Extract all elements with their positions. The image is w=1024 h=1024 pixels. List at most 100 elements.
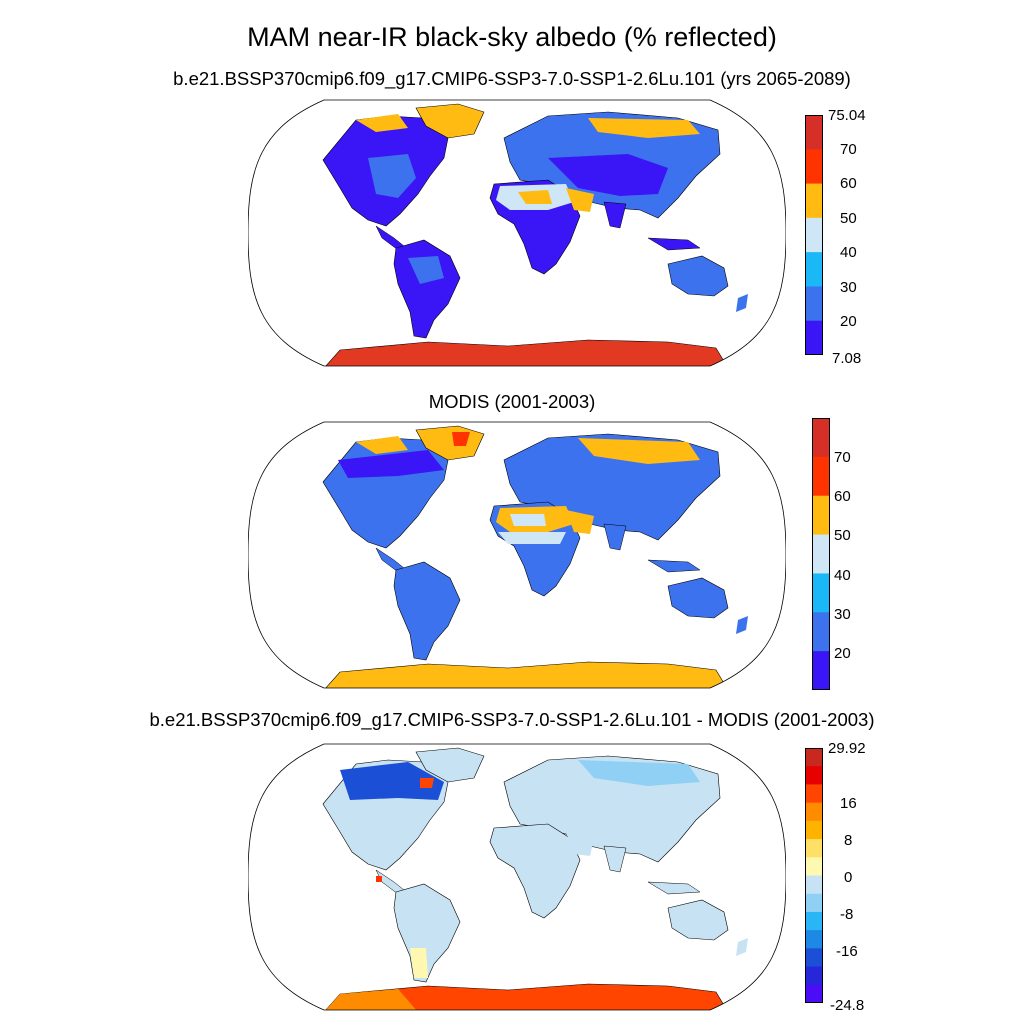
colorbar-1-segment xyxy=(805,320,823,355)
cb3-label-8: 8 xyxy=(844,832,853,849)
colorbar-3-segment xyxy=(805,984,823,1003)
model-albedo-map xyxy=(248,99,786,367)
cb2-label-70: 70 xyxy=(834,449,851,466)
greenland xyxy=(415,103,485,139)
india xyxy=(603,845,627,873)
cb1-label-70: 70 xyxy=(840,141,857,158)
colorbar-1-segment xyxy=(805,286,823,322)
colorbar-1-segment xyxy=(805,217,823,253)
arctic-islands xyxy=(356,114,408,132)
colorbar-1-segment xyxy=(805,252,823,287)
colorbar-3-segment xyxy=(805,820,823,840)
antarctica-west xyxy=(324,989,418,1010)
colorbar-2-segment xyxy=(812,495,830,536)
antarctica xyxy=(323,983,729,1010)
colorbar-3-segment xyxy=(805,930,823,949)
africa xyxy=(489,823,581,919)
cb1-label-40: 40 xyxy=(840,244,857,261)
india xyxy=(603,523,627,551)
cb1-label-60: 60 xyxy=(840,175,857,192)
central-america xyxy=(375,225,405,251)
north-america-north xyxy=(338,450,444,478)
panel-1-title: b.e21.BSSP370cmip6.f09_g17.CMIP6-SSP3-7.… xyxy=(173,68,851,89)
indonesia xyxy=(647,559,701,573)
colorbar-3-frame xyxy=(805,748,823,1003)
cb1-label-20: 20 xyxy=(840,313,857,330)
south-america-blue xyxy=(408,256,444,284)
new-zealand xyxy=(736,294,748,312)
india xyxy=(603,201,627,229)
cb3-label-max: 29.92 xyxy=(828,740,866,757)
indonesia xyxy=(647,881,701,895)
cb3-label-16: 16 xyxy=(840,795,857,812)
cb3-label-neg8: -8 xyxy=(840,906,854,923)
south-america xyxy=(393,561,461,661)
antarctica xyxy=(323,339,729,366)
colorbar-1-frame xyxy=(805,115,823,355)
sahara-light xyxy=(510,514,546,526)
cb1-label-min: 7.08 xyxy=(832,350,862,367)
central-america xyxy=(375,547,405,573)
figure-title: MAM near-IR black-sky albedo (% reflecte… xyxy=(247,22,777,52)
cb1-label-30: 30 xyxy=(840,279,857,296)
colorbar-3-segment xyxy=(805,911,823,931)
colorbar-3-segment xyxy=(805,839,823,858)
hotspot-island xyxy=(376,876,382,882)
cb2-label-30: 30 xyxy=(834,606,851,623)
colorbar-2-frame xyxy=(812,418,830,690)
south-america xyxy=(393,239,461,339)
colorbar-1-segment xyxy=(805,183,823,219)
colorbar-3-segment xyxy=(805,766,823,785)
south-america-south xyxy=(410,948,428,978)
greenland-red xyxy=(452,432,470,446)
greenland xyxy=(415,747,485,783)
north-america-negative xyxy=(340,762,444,800)
cb2-label-20: 20 xyxy=(834,645,851,662)
eurasia-deep xyxy=(548,154,668,196)
colorbar-2-segment xyxy=(812,418,830,458)
colorbar-3-segment xyxy=(805,893,823,913)
siberia-bright xyxy=(578,438,700,464)
colorbar-3-segment xyxy=(805,875,823,895)
cb2-label-60: 60 xyxy=(834,488,851,505)
new-zealand xyxy=(736,616,748,634)
panel-3-title: b.e21.BSSP370cmip6.f09_g17.CMIP6-SSP3-7.… xyxy=(149,709,875,730)
cb2-label-50: 50 xyxy=(834,527,851,544)
cb3-label-neg16: -16 xyxy=(836,943,858,960)
colorbar-3 xyxy=(805,748,823,1003)
siberia-negative xyxy=(578,760,700,786)
colorbar-1 xyxy=(805,115,823,355)
colorbar-2-segment xyxy=(812,612,830,652)
cb3-label-min: -24.8 xyxy=(830,997,865,1014)
colorbar-1-segment xyxy=(805,149,823,185)
colorbar-1-segment xyxy=(805,115,823,150)
colorbar-3-segment xyxy=(805,857,823,876)
colorbar-3-segment xyxy=(805,802,823,822)
arabia xyxy=(566,188,594,212)
colorbar-2-segment xyxy=(812,651,830,690)
australia xyxy=(667,899,729,941)
difference-map xyxy=(248,743,786,1011)
colorbar-3-segment xyxy=(805,748,823,767)
cb1-label-max: 75.04 xyxy=(828,107,866,124)
new-zealand xyxy=(736,938,748,956)
south-america xyxy=(393,883,461,983)
colorbar-3-segment xyxy=(805,966,823,986)
arabia xyxy=(566,510,594,534)
indonesia xyxy=(647,237,701,251)
colorbar-3-segment xyxy=(805,784,823,804)
greenland-hot xyxy=(420,778,434,788)
colorbar-2-segment xyxy=(812,573,830,613)
colorbar-2-segment xyxy=(812,456,830,497)
colorbar-2 xyxy=(812,418,830,690)
arctic-islands xyxy=(356,436,408,454)
colorbar-3-segment xyxy=(805,948,823,968)
colorbar-2-segment xyxy=(812,534,830,574)
sahara-hot xyxy=(518,190,552,204)
cb2-label-40: 40 xyxy=(834,567,851,584)
arabia xyxy=(566,832,594,856)
australia xyxy=(667,577,729,619)
cb3-label-0: 0 xyxy=(844,869,853,886)
antarctica xyxy=(323,661,729,688)
north-america-blue xyxy=(368,154,416,198)
